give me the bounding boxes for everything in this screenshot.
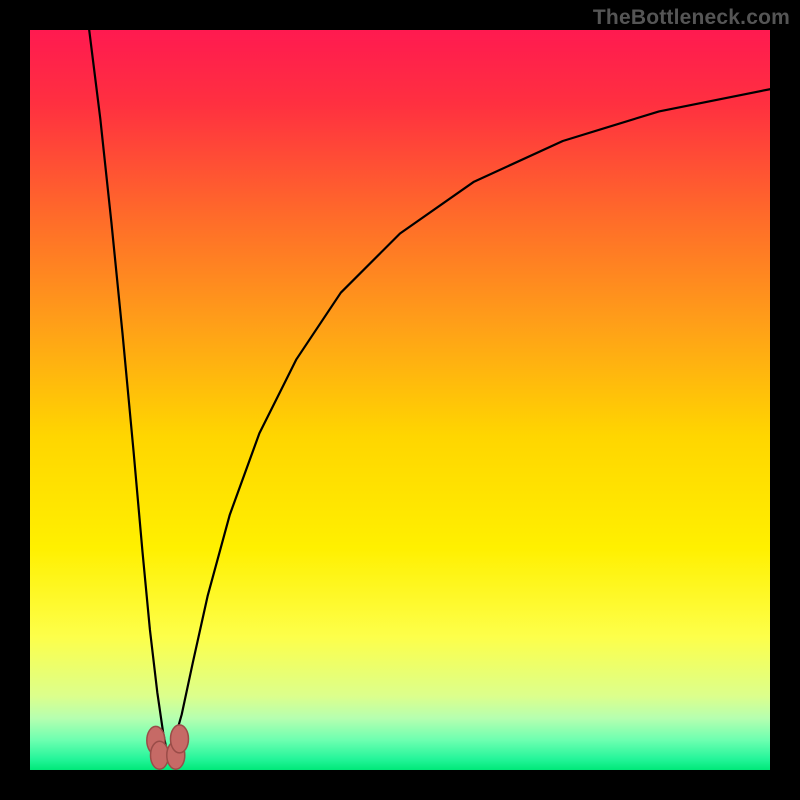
marker-point — [170, 725, 188, 753]
gradient-background — [30, 30, 770, 770]
watermark-text: TheBottleneck.com — [593, 6, 790, 30]
marker-point — [151, 741, 169, 769]
chart-frame: TheBottleneck.com — [0, 0, 800, 800]
plot-area — [30, 30, 770, 770]
